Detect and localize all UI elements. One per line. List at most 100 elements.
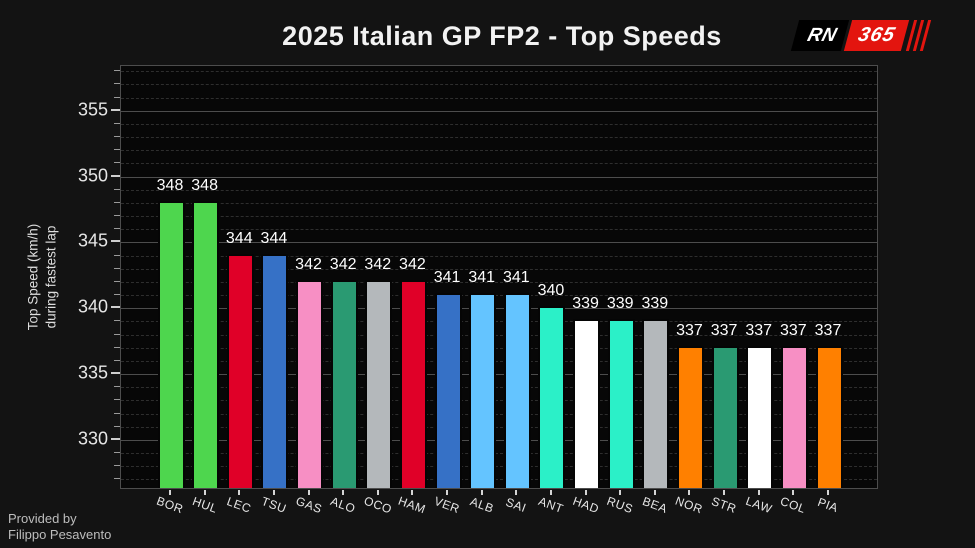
x-tick-label-GAS: GAS (293, 493, 324, 517)
x-tick-HAD (584, 490, 587, 495)
y-tick-358 (114, 70, 120, 72)
bar-value-VER: 341 (433, 269, 461, 287)
y-tick-352 (114, 149, 120, 151)
grid-major-330 (121, 439, 877, 441)
x-tick-GAS (307, 490, 310, 495)
bar-value-HAM: 342 (399, 255, 426, 273)
bar-value-NOR: 337 (676, 321, 703, 339)
x-tick-label-ALO: ALO (328, 494, 358, 516)
grid-major-350 (121, 176, 877, 178)
grid-minor-347 (121, 216, 877, 218)
grid-major-335 (121, 374, 877, 376)
y-tick-label-345: 345 (77, 230, 108, 251)
grid-minor-331 (121, 426, 877, 428)
bar-PIA (815, 345, 843, 488)
grid-minor-332 (121, 413, 877, 415)
grid-minor-354 (121, 123, 877, 125)
chart-title: 2025 Italian GP FP2 - Top Speeds (282, 21, 722, 51)
y-tick-329 (114, 452, 120, 454)
bar-BEA (642, 319, 670, 488)
x-tick-label-SAI: SAI (504, 494, 529, 516)
y-tick-label-335: 335 (77, 362, 108, 383)
grid-minor-351 (121, 163, 877, 165)
y-tick-347 (114, 215, 120, 217)
y-tick-327 (114, 478, 120, 480)
credit: Provided by Filippo Pesavento (8, 511, 111, 544)
x-tick-RUS (619, 490, 622, 495)
y-tick-335 (111, 372, 120, 375)
y-tick-336 (114, 359, 120, 361)
rn365-logo-rn-badge: RN (791, 20, 850, 51)
x-tick-label-TSU: TSU (259, 494, 289, 516)
y-tick-350 (111, 174, 120, 177)
grid-minor-352 (121, 150, 877, 152)
grid-minor-358 (121, 71, 877, 73)
x-tick-label-STR: STR (709, 494, 739, 516)
grid-minor-342 (121, 281, 877, 283)
x-tick-HAM (411, 490, 414, 495)
rn365-logo-stripes-icon (905, 20, 935, 51)
bar-value-OCO: 342 (364, 255, 392, 273)
x-tick-label-NOR: NOR (673, 493, 706, 517)
rn365-logo-365-badge: 365 (844, 20, 910, 51)
grid-minor-344 (121, 255, 877, 257)
grid-minor-334 (121, 387, 877, 389)
y-tick-331 (114, 425, 120, 427)
grid-major-345 (121, 242, 877, 244)
y-tick-342 (114, 280, 120, 282)
grid-minor-329 (121, 453, 877, 455)
y-tick-333 (114, 399, 120, 401)
bar-SAI (503, 293, 531, 488)
credit-line2: Filippo Pesavento (8, 527, 112, 543)
y-tick-346 (114, 228, 120, 230)
plot-area (120, 65, 878, 489)
bar-value-TSU: 344 (260, 229, 288, 247)
x-tick-TSU (272, 490, 275, 495)
x-tick-NOR (688, 490, 691, 495)
bar-BOR (157, 200, 185, 488)
y-tick-338 (114, 333, 120, 335)
x-tick-label-PIA: PIA (815, 494, 841, 516)
grid-minor-333 (121, 400, 877, 402)
grid-major-340 (121, 308, 877, 310)
bar-value-SAI: 341 (502, 269, 530, 287)
y-tick-332 (114, 412, 120, 414)
bar-value-LAW: 337 (745, 321, 773, 339)
y-tick-356 (114, 96, 120, 98)
bar-value-LEC: 344 (225, 229, 253, 247)
bar-STR (711, 345, 739, 488)
grid-minor-357 (121, 84, 877, 86)
x-tick-STR (723, 490, 726, 495)
y-tick-330 (111, 437, 120, 440)
x-tick-BEA (653, 490, 656, 495)
x-tick-label-RUS: RUS (605, 493, 636, 517)
grid-minor-343 (121, 268, 877, 270)
bar-value-BOR: 348 (156, 176, 184, 194)
grid-minor-349 (121, 189, 877, 191)
y-tick-348 (114, 201, 120, 203)
bar-LAW (746, 345, 774, 488)
bar-HAM (399, 279, 427, 488)
grid-minor-328 (121, 466, 877, 468)
grid-minor-348 (121, 202, 877, 204)
bar-HAD (573, 319, 601, 488)
x-tick-label-BEA: BEA (640, 494, 670, 516)
bar-value-ANT: 340 (537, 282, 565, 300)
grid-minor-339 (121, 321, 877, 323)
x-tick-ALO (342, 490, 345, 495)
bar-NOR (676, 345, 704, 488)
grid-minor-338 (121, 334, 877, 336)
bar-value-STR: 337 (710, 321, 738, 339)
bar-LEC (226, 253, 254, 488)
credit-line1: Provided by (8, 511, 77, 526)
grid-minor-346 (121, 229, 877, 231)
grid-minor-356 (121, 97, 877, 99)
bar-ANT (538, 306, 566, 488)
y-tick-354 (114, 122, 120, 124)
y-tick-343 (114, 267, 120, 269)
x-tick-HUL (203, 490, 206, 495)
y-tick-344 (114, 254, 120, 256)
bar-ALB (469, 293, 497, 488)
y-tick-334 (114, 386, 120, 388)
